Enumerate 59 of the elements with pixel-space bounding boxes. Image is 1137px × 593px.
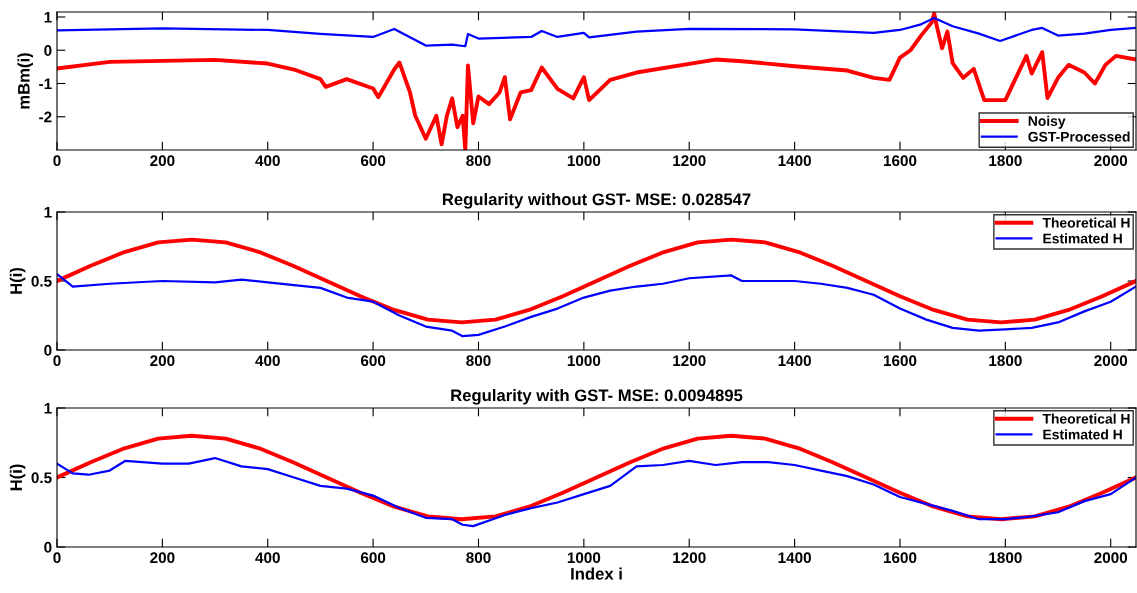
- legend-label: Estimated H: [1043, 429, 1122, 440]
- x-tick-label: 400: [255, 155, 280, 167]
- y-tick-label: -1: [39, 78, 52, 90]
- x-tick-label: 800: [466, 355, 491, 367]
- x-tick-label: 1800: [989, 155, 1022, 167]
- y-axis-title: H(i): [9, 267, 26, 294]
- x-tick-label: 200: [150, 552, 175, 564]
- x-tick-label: 1800: [989, 552, 1022, 564]
- x-tick-label: 1200: [673, 552, 706, 564]
- x-tick-label: 1000: [567, 155, 601, 167]
- y-tick-label: 1: [44, 12, 52, 23]
- x-tick-label: 200: [150, 155, 175, 167]
- x-tick-label: 1600: [883, 552, 917, 564]
- y-tick-label: 0.5: [31, 275, 52, 287]
- x-tick-label: 1400: [778, 355, 811, 367]
- x-tick-label: 600: [360, 155, 386, 167]
- line-series: [57, 456, 1136, 528]
- y-tick-label: 0: [44, 45, 52, 56]
- x-tick-label: 1200: [673, 355, 706, 367]
- y-tick-label: -2: [39, 111, 52, 123]
- x-tick-label: 1600: [883, 155, 917, 167]
- y-tick-label: 1: [44, 403, 52, 414]
- x-tick-label: 2000: [1094, 355, 1128, 367]
- chart-title: Regularity without GST- MSE: 0.028547: [442, 192, 751, 209]
- x-tick-label: 1800: [989, 355, 1022, 367]
- x-axis-title: Index i: [571, 567, 622, 580]
- x-tick-label: 1200: [673, 155, 706, 167]
- y-axis-title: H(i): [9, 464, 26, 491]
- x-tick-label: 0: [53, 552, 61, 564]
- x-tick-label: 200: [150, 355, 175, 367]
- x-tick-label: 2000: [1094, 155, 1128, 167]
- line-series: [57, 16, 1136, 48]
- x-tick-label: 800: [466, 552, 491, 564]
- y-tick-label: 1: [44, 207, 52, 218]
- legend-label: Estimated H: [1043, 233, 1122, 244]
- x-tick-label: 1000: [567, 355, 601, 367]
- x-tick-label: 1600: [883, 355, 917, 367]
- y-axis-title: mBm(i): [17, 53, 33, 109]
- y-tick-label: 0.5: [31, 472, 52, 484]
- x-tick-label: 0: [53, 355, 61, 367]
- y-tick-label: 0: [44, 344, 52, 356]
- line-series: [57, 12, 1136, 150]
- x-tick-label: 1400: [778, 552, 811, 564]
- chart-title: Regularity with GST- MSE: 0.0094895: [451, 388, 743, 405]
- legend-label: Theoretical H: [1042, 413, 1130, 424]
- legend-label: Noisy: [1028, 115, 1066, 129]
- x-tick-label: 0: [53, 155, 61, 167]
- x-tick-label: 2000: [1094, 552, 1128, 564]
- x-tick-label: 1400: [778, 155, 811, 167]
- x-tick-label: 400: [255, 552, 280, 564]
- x-tick-label: 400: [255, 355, 280, 367]
- line-series: [57, 272, 1136, 338]
- legend-label: Theoretical H: [1042, 217, 1130, 228]
- x-tick-label: 800: [466, 155, 491, 167]
- x-tick-label: 1000: [567, 552, 601, 564]
- legend-label: GST-Processed: [1028, 131, 1130, 142]
- x-tick-label: 600: [360, 355, 386, 367]
- y-tick-label: 0: [44, 541, 52, 553]
- x-tick-label: 600: [360, 552, 386, 564]
